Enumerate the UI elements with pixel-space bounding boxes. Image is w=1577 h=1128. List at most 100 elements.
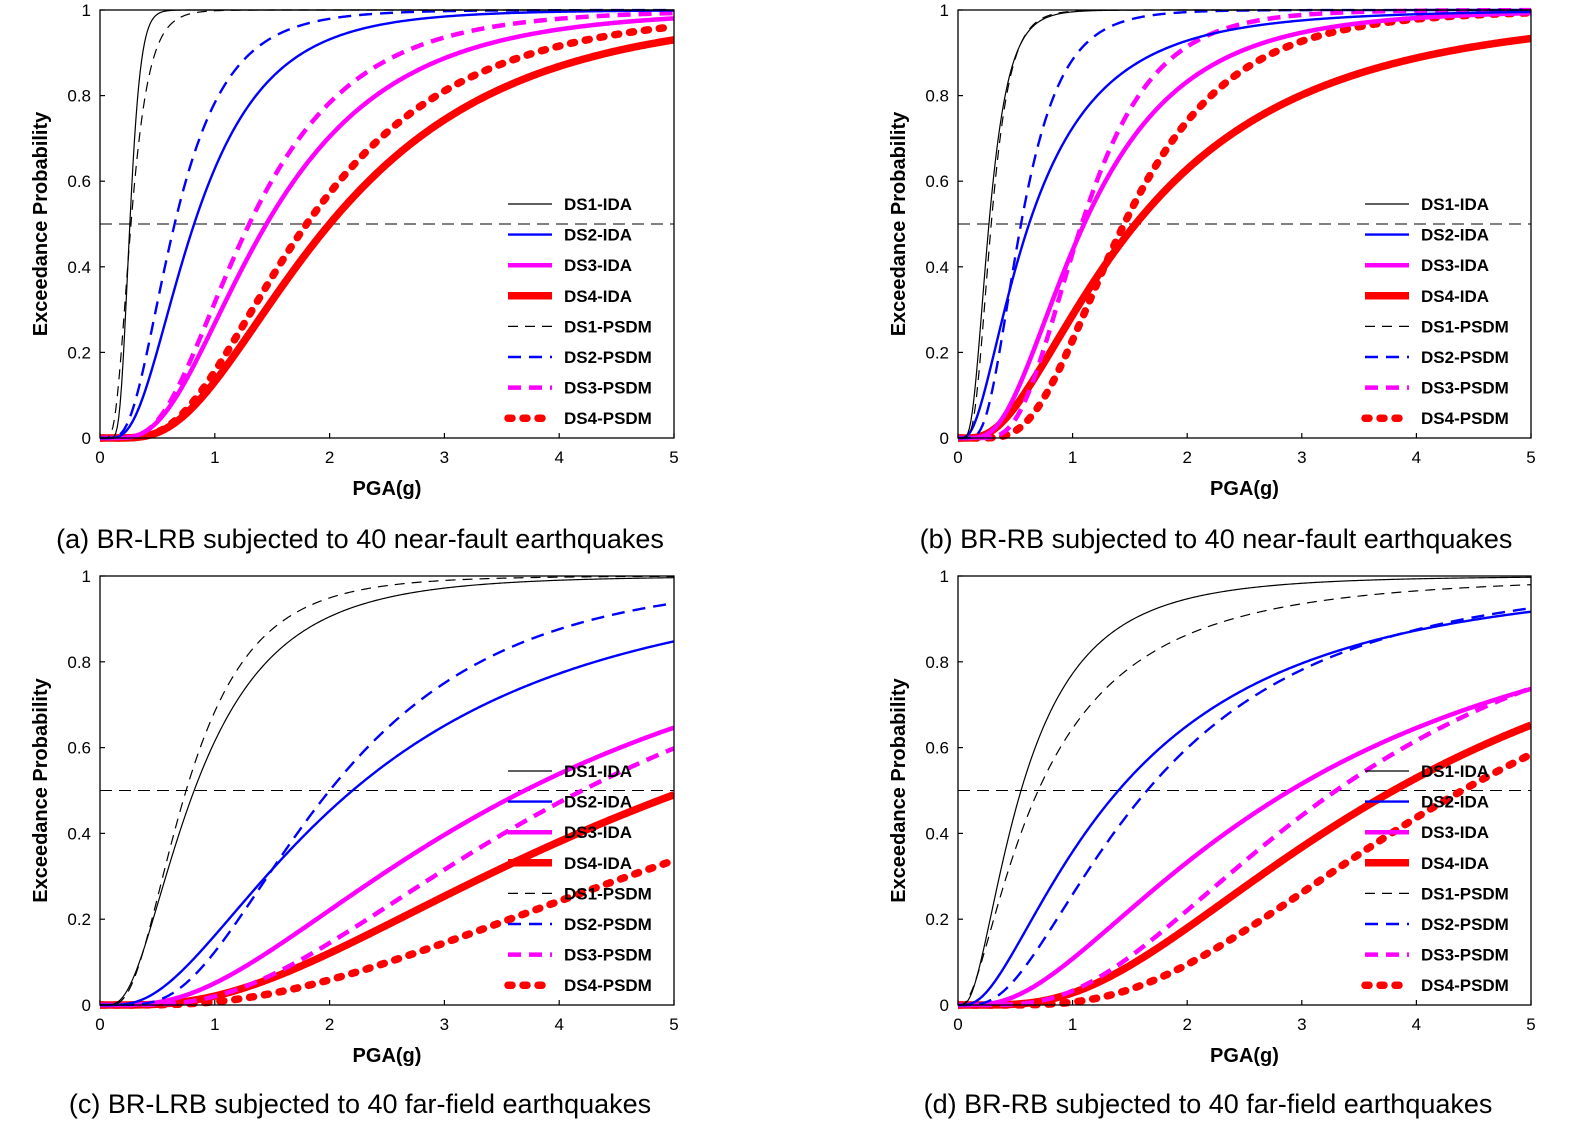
legend-label: DS1-PSDM bbox=[1421, 317, 1509, 336]
y-tick-label: 0.8 bbox=[925, 87, 949, 106]
x-tick-label: 0 bbox=[95, 448, 104, 467]
x-axis-label: PGA(g) bbox=[353, 1045, 422, 1067]
legend-label: DS1-PSDM bbox=[1421, 884, 1509, 903]
chart-panel-a: 0 1 2 3 4 5 0 0.2 0.4 0.6 0.8 1 PGA(g) Exceedance Pro… bbox=[30, 1, 679, 554]
x-tick-label: 2 bbox=[1182, 448, 1191, 467]
x-tick-label: 5 bbox=[1526, 448, 1535, 467]
series-line-ds1-ida bbox=[958, 576, 1531, 1006]
y-axis-label: Exceedance Probability bbox=[30, 111, 52, 336]
legend-item-ds2-ida: DS2-IDA bbox=[1365, 793, 1489, 812]
series-line-ds4-psdm bbox=[100, 22, 674, 442]
legend-item-ds1-ida: DS1-IDA bbox=[1365, 195, 1489, 214]
series-line-ds2-ida bbox=[100, 9, 674, 440]
series-line-ds3-psdm bbox=[100, 10, 674, 441]
legend-item-ds3-ida: DS3-IDA bbox=[508, 256, 632, 275]
y-axis-label: Exceedance Probability bbox=[888, 111, 910, 336]
legend-label: DS4-IDA bbox=[564, 854, 632, 873]
y-tick-label: 0.8 bbox=[67, 653, 91, 672]
x-tick-label: 1 bbox=[1068, 1015, 1077, 1034]
series-line-ds2-ida bbox=[100, 640, 674, 1007]
series-line-ds3-ida bbox=[100, 16, 674, 441]
legend-item-ds1-ida: DS1-IDA bbox=[1365, 762, 1489, 781]
x-tick-label: 0 bbox=[953, 448, 962, 467]
chart-panel-c: 0 1 2 3 4 5 0 0.2 0.4 0.6 0.8 1 PGA(g) Exceedance Pro… bbox=[30, 567, 679, 1119]
legend-label: DS2-PSDM bbox=[1421, 348, 1509, 367]
x-tick-label: 2 bbox=[325, 448, 334, 467]
legend-item-ds2-psdm: DS2-PSDM bbox=[508, 348, 652, 367]
x-tick-label: 3 bbox=[440, 448, 449, 467]
y-tick-label: 0.4 bbox=[67, 824, 91, 843]
y-axis-label: Exceedance Probability bbox=[30, 677, 52, 902]
legend-item-ds1-psdm: DS1-PSDM bbox=[508, 884, 652, 903]
legend-label: DS2-IDA bbox=[1421, 226, 1489, 245]
plot-area bbox=[958, 7, 1531, 442]
series-line-ds3-ida bbox=[958, 686, 1531, 1008]
legend-label: DS4-PSDM bbox=[1421, 409, 1509, 428]
series-line-ds1-psdm bbox=[958, 584, 1531, 1006]
legend-label: DS4-PSDM bbox=[564, 409, 652, 428]
legend: DS1-IDA DS2-IDA DS3-IDA DS4-IDA DS1-PSDM DS2-… bbox=[1361, 762, 1509, 995]
legend-label: DS3-IDA bbox=[1421, 823, 1489, 842]
legend-item-ds3-psdm: DS3-PSDM bbox=[1365, 946, 1509, 965]
legend-label: DS3-PSDM bbox=[564, 379, 652, 398]
legend: DS1-IDA DS2-IDA DS3-IDA DS4-IDA DS1-PSDM DS2-… bbox=[504, 195, 652, 428]
y-axis-label: Exceedance Probability bbox=[888, 677, 910, 902]
plot-area bbox=[100, 8, 674, 442]
legend-label: DS3-IDA bbox=[1421, 256, 1489, 275]
legend-item-ds1-psdm: DS1-PSDM bbox=[1365, 317, 1509, 336]
legend-label: DS1-PSDM bbox=[564, 317, 652, 336]
legend-label: DS3-PSDM bbox=[1421, 379, 1509, 398]
legend-label: DS4-PSDM bbox=[564, 976, 652, 995]
x-tick-label: 3 bbox=[1297, 1015, 1306, 1034]
legend-item-ds4-psdm: DS4-PSDM bbox=[504, 409, 652, 428]
y-tick-label: 0 bbox=[940, 429, 949, 448]
series-line-ds3-ida bbox=[100, 725, 674, 1008]
legend-label: DS2-PSDM bbox=[1421, 915, 1509, 934]
plot-frame bbox=[957, 575, 1532, 1006]
legend-item-ds2-ida: DS2-IDA bbox=[508, 226, 632, 245]
series-line-ds3-ida bbox=[958, 10, 1531, 441]
legend-item-ds2-psdm: DS2-PSDM bbox=[1365, 915, 1509, 934]
x-tick-label: 1 bbox=[210, 448, 219, 467]
legend-item-ds4-ida: DS4-IDA bbox=[1365, 287, 1489, 306]
legend-item-ds3-psdm: DS3-PSDM bbox=[508, 379, 652, 398]
legend-label: DS2-PSDM bbox=[564, 915, 652, 934]
legend-label: DS2-PSDM bbox=[564, 348, 652, 367]
chart-panel-d: 0 1 2 3 4 5 0 0.2 0.4 0.6 0.8 1 PGA(g) Exceedance Pro… bbox=[888, 567, 1536, 1119]
panel-caption: (a) BR-LRB subjected to 40 near-fault ea… bbox=[56, 524, 664, 554]
legend-item-ds1-psdm: DS1-PSDM bbox=[1365, 884, 1509, 903]
legend: DS1-IDA DS2-IDA DS3-IDA DS4-IDA DS1-PSDM DS2-… bbox=[1361, 195, 1509, 428]
y-tick-label: 1 bbox=[82, 567, 91, 586]
x-tick-label: 4 bbox=[554, 448, 563, 467]
plot-area bbox=[958, 576, 1531, 1009]
legend-item-ds3-ida: DS3-IDA bbox=[508, 823, 632, 842]
series-line-ds4-psdm bbox=[100, 856, 674, 1009]
series-line-ds1-psdm bbox=[100, 575, 674, 1006]
legend-label: DS1-IDA bbox=[564, 762, 632, 781]
series-line-ds3-psdm bbox=[100, 746, 674, 1008]
legend-item-ds2-ida: DS2-IDA bbox=[508, 793, 632, 812]
legend-item-ds1-psdm: DS1-PSDM bbox=[508, 317, 652, 336]
legend-item-ds2-psdm: DS2-PSDM bbox=[1365, 348, 1509, 367]
chart-panel-b: 0 1 2 3 4 5 0 0.2 0.4 0.6 0.8 1 PGA(g) Exceedance Pro… bbox=[888, 1, 1536, 554]
x-tick-label: 3 bbox=[1297, 448, 1306, 467]
legend-label: DS2-IDA bbox=[1421, 793, 1489, 812]
legend-label: DS3-IDA bbox=[564, 823, 632, 842]
legend-label: DS3-IDA bbox=[564, 256, 632, 275]
y-tick-label: 0.2 bbox=[67, 343, 91, 362]
y-tick-label: 0 bbox=[82, 429, 91, 448]
x-tick-label: 0 bbox=[95, 1015, 104, 1034]
legend-label: DS1-IDA bbox=[564, 195, 632, 214]
series-line-ds2-ida bbox=[958, 610, 1531, 1007]
y-tick-label: 1 bbox=[940, 567, 949, 586]
y-tick-label: 0.8 bbox=[925, 653, 949, 672]
y-tick-label: 0.4 bbox=[925, 824, 949, 843]
legend-label: DS3-PSDM bbox=[564, 946, 652, 965]
y-tick-label: 1 bbox=[82, 1, 91, 20]
panel-caption: (c) BR-LRB subjected to 40 far-field ear… bbox=[69, 1089, 651, 1119]
legend-item-ds3-psdm: DS3-PSDM bbox=[1365, 379, 1509, 398]
x-tick-label: 5 bbox=[669, 1015, 678, 1034]
legend-label: DS4-IDA bbox=[1421, 287, 1489, 306]
y-tick-label: 0.6 bbox=[67, 739, 91, 758]
